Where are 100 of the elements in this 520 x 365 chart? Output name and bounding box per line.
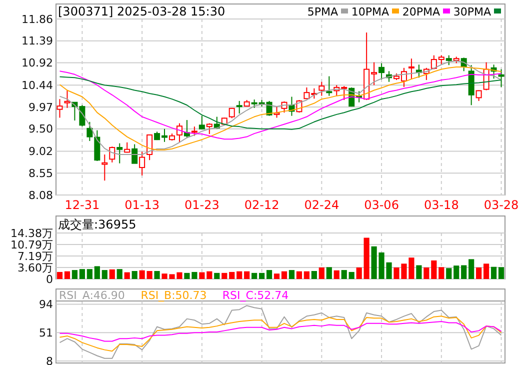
y-tick-label: 8: [46, 354, 53, 365]
bar: [86, 269, 92, 279]
bar: [222, 272, 228, 279]
bar: [483, 264, 490, 279]
bar: [109, 269, 115, 279]
bar: [490, 266, 497, 279]
y-tick-label: 9.97: [28, 100, 53, 114]
candlestick: [102, 154, 108, 182]
y-tick-label: 94: [39, 298, 53, 312]
bar: [498, 267, 504, 279]
bar: [79, 269, 85, 279]
bar: [318, 267, 324, 279]
y-tick-label: 0: [46, 272, 53, 286]
x-tick-label: 12-31: [64, 198, 100, 212]
candlestick: [64, 90, 70, 108]
bar: [244, 271, 250, 279]
candlestick: [109, 146, 116, 163]
x-tick-label: 01-23: [184, 198, 220, 212]
bar: [199, 272, 205, 279]
bar: [252, 272, 258, 279]
bar: [311, 271, 317, 279]
candlestick: [116, 142, 123, 164]
y-tick-label: 8.55: [28, 166, 53, 180]
x-tick-label: 01-13: [124, 198, 160, 212]
candlestick: [132, 144, 138, 164]
y-tick-label: 51: [39, 326, 53, 340]
bar: [348, 272, 354, 279]
candlestick: [468, 64, 474, 106]
bar: [124, 272, 130, 279]
candlestick: [476, 90, 482, 102]
chart-title: 成交量:36955: [58, 218, 136, 232]
bar: [468, 259, 474, 279]
y-tick-label: 11.86: [22, 12, 53, 26]
x-tick-label: 03-18: [424, 198, 459, 212]
bar: [258, 272, 265, 279]
y-tick-label: 9.50: [28, 122, 53, 136]
line-series: [59, 316, 502, 352]
y-tick-label: 10.44: [22, 78, 53, 92]
candlestick: [498, 68, 504, 88]
bar: [326, 267, 332, 279]
x-tick-label: 02-24: [304, 198, 340, 212]
candlestick: [176, 122, 182, 142]
bar: [424, 267, 430, 279]
bar: [214, 272, 220, 279]
line-series: [59, 305, 502, 359]
bar: [56, 272, 63, 279]
candlestick: [318, 81, 325, 96]
candlestick: [191, 126, 198, 136]
bar: [102, 270, 108, 279]
bar: [281, 271, 288, 279]
x-tick-label: 02-12: [244, 198, 280, 212]
bar: [476, 267, 482, 279]
candlestick: [446, 54, 452, 66]
bar: [274, 274, 280, 279]
legend-label: 10PMA: [351, 5, 390, 18]
chart-title: [300371] 2025-03-28 15:30: [58, 4, 226, 19]
bar: [304, 271, 310, 279]
bar: [356, 267, 362, 279]
bar: [266, 270, 272, 279]
bar: [446, 268, 452, 279]
bar: [154, 271, 160, 279]
y-tick-label: 7.19万: [18, 250, 53, 263]
text: RSI_B:50.73: [140, 288, 207, 302]
bar: [461, 265, 467, 279]
text: RSI_C:52.74: [222, 288, 289, 302]
bar: [72, 270, 78, 279]
x-tick-label: 03-28: [484, 198, 519, 212]
bar: [364, 238, 370, 279]
bar: [431, 260, 437, 279]
candlestick: [408, 58, 414, 80]
bar: [94, 266, 100, 279]
text: RSI_A:46.90: [59, 288, 125, 302]
y-tick-label: 10.79万: [10, 238, 53, 252]
bar: [416, 265, 422, 279]
y-tick-label: 3.60万: [18, 261, 53, 274]
bar: [206, 271, 212, 279]
y-tick-label: 11.39: [22, 34, 53, 48]
y-tick-label: 14.38万: [10, 226, 53, 240]
y-tick-label: 9.02: [28, 145, 53, 158]
bar: [341, 270, 347, 279]
candlestick: [378, 62, 385, 80]
bar: [288, 270, 295, 279]
bar: [236, 271, 242, 279]
y-tick-label: 8.08: [28, 188, 53, 202]
legend-label: 30PMA: [453, 5, 492, 18]
bar: [334, 270, 340, 279]
y-tick-label: 10.92: [22, 56, 53, 70]
bar: [116, 269, 122, 279]
bar: [229, 272, 235, 279]
candlestick: [326, 76, 332, 96]
candlestick: [198, 115, 205, 130]
x-tick-label: 03-06: [364, 198, 399, 212]
bar: [132, 271, 138, 279]
bar: [64, 271, 70, 279]
candlestick: [236, 100, 242, 114]
legend-label: 5PMA: [307, 5, 338, 18]
bar: [438, 267, 444, 279]
candlestick: [139, 151, 146, 176]
bar: [296, 271, 302, 279]
legend-label: 20PMA: [402, 5, 440, 18]
